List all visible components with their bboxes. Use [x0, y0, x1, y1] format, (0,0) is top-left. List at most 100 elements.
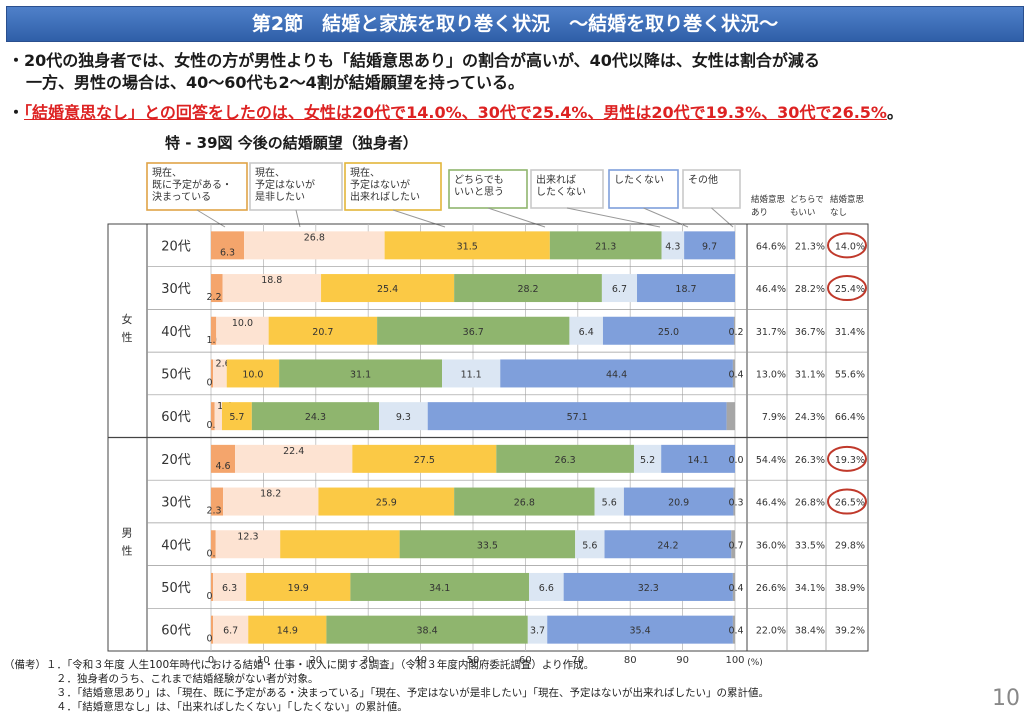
group-label-1-1: 性 [122, 543, 133, 557]
summary-value-4-2: 66.4% [835, 412, 865, 423]
bar-4-4 [379, 402, 428, 431]
value-label-7-6: 0.7 [728, 540, 743, 551]
summary-header-0: 結婚意思あり [751, 194, 786, 218]
value-label-3-4: 11.1 [461, 369, 482, 380]
x-tick-label-4: 40 [414, 655, 427, 666]
value-label-0-2: 31.5 [457, 241, 478, 252]
value-label-0-0: 6.3 [220, 247, 235, 258]
x-tick-label-8: 80 [624, 655, 637, 666]
bar-9-1 [213, 615, 249, 644]
bar-8-0 [211, 572, 214, 601]
bar-1-3 [454, 274, 602, 303]
summary-value-9-2: 39.2% [835, 626, 865, 637]
bar-0-1 [244, 231, 385, 260]
age-label-9: 60代 [161, 624, 191, 639]
bar-4-6 [726, 402, 735, 431]
summary-value-0-0: 64.6% [756, 241, 786, 252]
bar-2-1 [216, 316, 269, 345]
value-label-0-3: 21.3 [595, 241, 616, 252]
x-tick-label-6: 60 [519, 655, 532, 666]
summary-value-1-2: 25.4% [835, 284, 865, 295]
summary-value-7-1: 33.5% [795, 540, 825, 551]
summary-value-5-2: 19.3% [835, 455, 865, 466]
value-label-9-1: 6.7 [223, 626, 238, 637]
legend-label-0: 現在、既に予定がある・決まっている [152, 167, 232, 203]
value-label-1-0: 2.2 [206, 292, 221, 303]
bar-1-2 [321, 274, 455, 303]
value-label-4-0: 0.7 [206, 420, 221, 431]
value-label-6-3: 26.8 [514, 498, 535, 509]
value-label-7-4: 5.6 [582, 540, 597, 551]
bar-6-5 [623, 487, 734, 516]
bar-9-6 [732, 615, 735, 644]
legend-box-0 [146, 162, 248, 211]
note-4: ４．「結婚意思なし」は、「出来ればしたくない」「したくない」の累計値。 [56, 701, 408, 713]
value-label-9-3: 38.4 [417, 626, 438, 637]
value-label-5-3: 26.3 [555, 455, 576, 466]
bar-2-0 [211, 316, 217, 345]
bullet-2-highlight: 「結婚意思なし」との回答をしたのは、女性は20代で14.0%、30代で25.4%… [24, 103, 887, 122]
value-label-8-1: 6.3 [222, 583, 237, 594]
value-label-5-1: 22.4 [283, 446, 304, 457]
note-1: （備考）１．「令和３年度 人生100年時代における結婚・仕事・収入に関する調査」… [4, 659, 595, 671]
value-label-3-5: 44.4 [606, 369, 627, 380]
x-tick-label-0: 0 [208, 655, 214, 666]
age-label-7: 40代 [161, 538, 191, 553]
bar-8-5 [563, 572, 733, 601]
legend-label-1: 現在、予定はないが是非したい [255, 167, 315, 203]
value-label-3-3: 31.1 [350, 369, 371, 380]
summary-value-6-0: 46.4% [756, 498, 786, 509]
value-label-1-1: 18.8 [261, 275, 282, 286]
value-label-9-2: 14.9 [277, 626, 298, 637]
bar-6-0 [211, 487, 224, 516]
value-label-7-3: 33.5 [477, 540, 498, 551]
bar-0-2 [384, 231, 550, 260]
summary-value-6-2: 26.5% [835, 498, 865, 509]
value-label-4-3: 24.3 [305, 412, 326, 423]
x-tick-label-7: 70 [571, 655, 584, 666]
bar-1-0 [211, 274, 223, 303]
bar-3-2 [226, 359, 280, 388]
note-2: ２．独身者のうち、これまで結婚経験がない者が対象。 [56, 673, 319, 685]
legend-box-4 [530, 169, 604, 209]
x-tick-label-10: 100 [725, 655, 744, 666]
summary-header-2: 結婚意思なし [830, 194, 865, 218]
summary-value-3-1: 31.1% [795, 369, 825, 380]
value-label-2-1: 10.0 [232, 318, 253, 329]
summary-value-7-2: 29.8% [835, 540, 865, 551]
summary-value-2-1: 36.7% [795, 327, 825, 338]
summary-value-0-2: 14.0% [835, 241, 865, 252]
bar-3-0 [211, 359, 214, 388]
summary-value-0-1: 21.3% [795, 241, 825, 252]
bar-3-5 [500, 359, 733, 388]
bar-5-3 [496, 444, 634, 473]
figure-title: 特 - 39図 今後の結婚願望（独身者） [165, 134, 418, 152]
bar-3-1 [213, 359, 227, 388]
value-label-8-4: 6.6 [539, 583, 554, 594]
x-tick-label-3: 30 [362, 655, 375, 666]
value-label-0-4: 4.3 [665, 241, 680, 252]
highlight-circle-0 [827, 232, 867, 259]
summary-value-8-2: 38.9% [835, 583, 865, 594]
bar-0-4 [661, 231, 685, 260]
bar-8-1 [213, 572, 247, 601]
bullet-2: ・「結婚意思なし」との回答をしたのは、女性は20代で14.0%、30代で25.4… [8, 102, 903, 124]
bar-9-0 [211, 615, 214, 644]
bar-9-5 [547, 615, 733, 644]
value-label-4-4: 9.3 [396, 412, 411, 423]
value-label-6-5: 20.9 [668, 498, 689, 509]
bar-2-2 [268, 316, 378, 345]
bar-2-5 [602, 316, 734, 345]
page-header: 第2節 結婚と家族を取り巻く状況 ～結婚を取り巻く状況～ [6, 6, 1024, 42]
bar-8-2 [246, 572, 351, 601]
value-label-1-2: 25.4 [377, 284, 398, 295]
bar-5-0 [211, 444, 236, 473]
value-label-6-1: 18.2 [260, 489, 281, 500]
value-label-1-3: 28.2 [517, 284, 538, 295]
x-unit-label: (%) [747, 658, 763, 668]
value-label-5-0: 4.6 [215, 461, 230, 472]
bar-8-6 [732, 572, 735, 601]
bar-1-1 [222, 274, 322, 303]
summary-value-6-1: 26.8% [795, 498, 825, 509]
value-label-9-6: 0.4 [728, 626, 743, 637]
